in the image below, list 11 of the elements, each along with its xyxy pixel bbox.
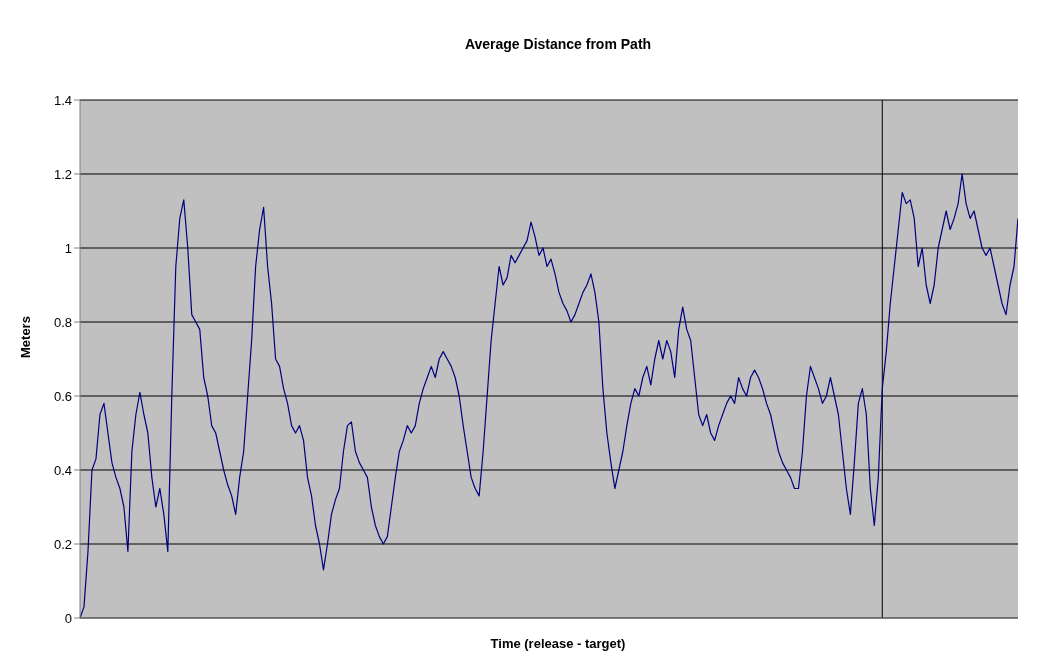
chart-title: Average Distance from Path — [463, 35, 653, 54]
y-tick-label: 0.8 — [53, 314, 72, 330]
y-tick-label: 0 — [64, 610, 72, 626]
x-axis-title: Time (release - target) — [489, 636, 627, 651]
y-tick-label: 0.6 — [53, 388, 72, 404]
y-axis-title: Meters — [18, 316, 33, 358]
y-tick-label: 1.2 — [53, 166, 72, 182]
y-tick-label: 0.4 — [53, 462, 72, 478]
y-tick-label: 1.4 — [53, 92, 72, 108]
y-tick-label: 1 — [64, 240, 72, 256]
y-tick-label: 0.2 — [53, 536, 72, 552]
